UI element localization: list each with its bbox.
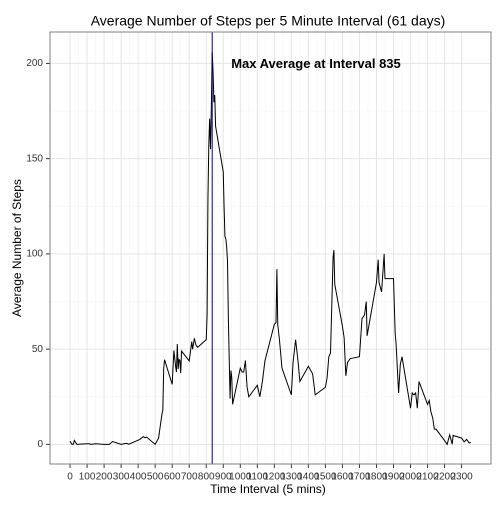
- x-tick-label: 1500: [314, 472, 337, 483]
- x-tick-label: 1100: [247, 472, 269, 483]
- x-axis-label: Time Interval (5 mins): [210, 482, 326, 496]
- x-tick-label: 100: [79, 472, 96, 483]
- x-tick-label: 900: [215, 472, 232, 483]
- y-axis-label: Average Number of Steps: [10, 179, 24, 317]
- panel-border: [49, 31, 492, 465]
- x-tick-label: 800: [198, 472, 215, 483]
- annotation: Max Average at Interval 835: [231, 56, 401, 71]
- x-tick-label: 1400: [297, 472, 320, 483]
- x-tick-label: 1300: [280, 472, 303, 483]
- x-tick-label: 1600: [331, 472, 354, 483]
- x-tick-label: 2200: [433, 472, 456, 483]
- y-tick-label: 100: [26, 249, 43, 260]
- x-tick-label: 200: [96, 472, 113, 483]
- x-tick-label: 2100: [416, 472, 439, 483]
- chart-title: Average Number of Steps per 5 Minute Int…: [91, 13, 446, 29]
- x-tick-label: 1000: [229, 472, 252, 483]
- y-tick-label: 200: [26, 58, 43, 69]
- x-tick-label: 1200: [263, 472, 286, 483]
- y-tick-label: 50: [32, 344, 44, 355]
- x-tick-label: 1700: [348, 472, 371, 483]
- plot-panel: [50, 32, 491, 464]
- x-tick-label: 400: [130, 472, 147, 483]
- x-tick-label: 2000: [399, 472, 422, 483]
- x-tick-label: 600: [164, 472, 181, 483]
- x-tick-label: 0: [67, 472, 73, 483]
- x-tick-label: 700: [181, 472, 198, 483]
- data-line: [69, 51, 472, 446]
- y-tick-label: 0: [37, 439, 43, 450]
- x-tick-label: 300: [113, 472, 130, 483]
- x-tick-label: 2300: [450, 472, 473, 483]
- x-tick-label: 500: [147, 472, 164, 483]
- x-tick-label: 1800: [365, 472, 388, 483]
- y-tick-label: 150: [26, 153, 43, 164]
- x-tick-label: 1900: [382, 472, 405, 483]
